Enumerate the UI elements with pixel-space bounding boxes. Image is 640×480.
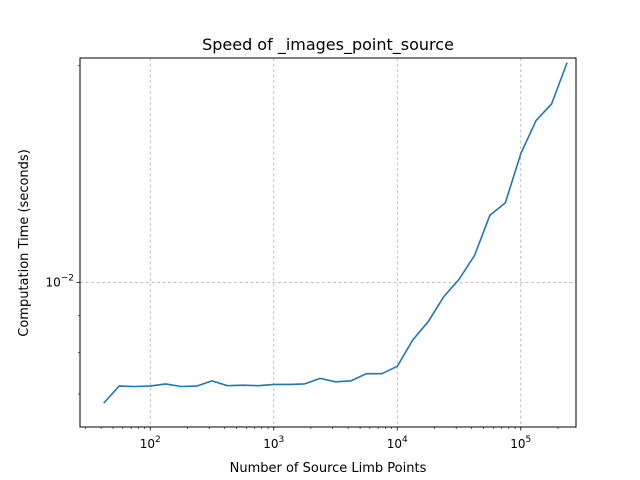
series-line <box>104 63 567 404</box>
y-tick-label: 10−2 <box>45 274 74 290</box>
x-axis-label: Number of Source Limb Points <box>230 461 427 476</box>
x-tick-label: 105 <box>510 435 531 451</box>
x-tick-label: 102 <box>140 435 161 451</box>
chart-title: Speed of _images_point_source <box>202 35 454 55</box>
plot-frame <box>80 58 576 427</box>
series-layer <box>104 63 567 404</box>
grid-lines <box>80 58 576 427</box>
x-tick-label: 103 <box>263 435 284 451</box>
x-tick-label: 104 <box>387 435 408 451</box>
axis-ticks: 102 103 104 105 10−2 <box>45 66 558 451</box>
y-axis-label: Computation Time (seconds) <box>17 149 32 337</box>
